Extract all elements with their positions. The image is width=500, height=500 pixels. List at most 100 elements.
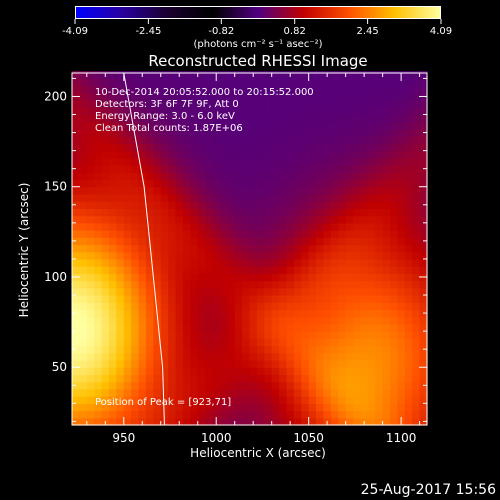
- heatmap-cell: [330, 280, 339, 289]
- heatmap-cell: [108, 374, 117, 383]
- heatmap-cell: [190, 273, 199, 282]
- heatmap-cell: [219, 71, 228, 80]
- heatmap-cell: [138, 128, 147, 137]
- heatmap-cell: [94, 172, 103, 181]
- heatmap-cell: [330, 114, 339, 123]
- heatmap-cell: [182, 410, 191, 419]
- heatmap-cell: [212, 215, 221, 224]
- heatmap-cell: [131, 309, 140, 318]
- heatmap-cell: [338, 85, 347, 94]
- heatmap-cell: [131, 157, 140, 166]
- heatmap-cell: [330, 186, 339, 195]
- heatmap-cell: [338, 367, 347, 376]
- heatmap-cell: [316, 287, 325, 296]
- heatmap-cell: [301, 273, 310, 282]
- heatmap-cell: [249, 165, 258, 173]
- heatmap-cell: [286, 78, 295, 87]
- heatmap-cell: [123, 352, 132, 361]
- heatmap-cell: [108, 172, 117, 181]
- plot-frame: [71, 72, 428, 426]
- heatmap-cell: [131, 208, 140, 217]
- heatmap-cell: [256, 251, 265, 260]
- heatmap-cell: [264, 114, 273, 123]
- heatmap-cell: [145, 128, 154, 137]
- colorbar-tick-label: -0.82: [208, 26, 235, 37]
- heatmap-cell: [242, 193, 251, 202]
- heatmap-cell: [330, 251, 339, 260]
- heatmap-cell: [293, 316, 302, 325]
- heatmap-cell: [271, 193, 280, 202]
- heatmap-cell: [286, 345, 295, 354]
- heatmap-cell: [182, 100, 191, 108]
- heatmap-cell: [390, 266, 399, 274]
- heatmap-cell: [345, 215, 354, 224]
- heatmap-cell: [168, 100, 177, 108]
- heatmap-cell: [205, 273, 214, 282]
- heatmap-cell: [227, 360, 236, 368]
- heatmap-cell: [375, 403, 384, 412]
- heatmap-cell: [94, 244, 103, 253]
- heatmap-cell: [367, 258, 376, 267]
- heatmap-cell: [397, 345, 406, 354]
- heatmap-cell: [131, 266, 140, 274]
- heatmap-cell: [249, 186, 258, 195]
- heatmap-cell: [234, 316, 243, 325]
- heatmap-cell: [279, 403, 288, 412]
- heatmap-cell: [190, 143, 199, 152]
- heatmap-cell: [190, 107, 199, 116]
- heatmap-cell: [212, 360, 221, 368]
- heatmap-cell: [138, 179, 147, 188]
- heatmap-cell: [79, 71, 88, 80]
- heatmap-cell: [301, 222, 310, 231]
- heatmap-cell: [138, 107, 147, 116]
- heatmap-cell: [382, 85, 391, 94]
- heatmap-cell: [367, 338, 376, 347]
- heatmap-cell: [94, 360, 103, 368]
- heatmap-cell: [94, 410, 103, 419]
- heatmap-cell: [123, 222, 132, 231]
- heatmap-cell: [404, 352, 413, 361]
- heatmap-cell: [72, 287, 80, 296]
- heatmap-cell: [412, 107, 421, 116]
- heatmap-cell: [323, 338, 332, 347]
- heatmap-cell: [197, 172, 206, 181]
- heatmap-cell: [79, 287, 88, 296]
- heatmap-cell: [360, 316, 369, 325]
- heatmap-cell: [190, 71, 199, 80]
- heatmap-cell: [212, 345, 221, 354]
- heatmap-cell: [286, 374, 295, 383]
- heatmap-cell: [382, 71, 391, 80]
- heatmap-cell: [360, 280, 369, 289]
- heatmap-cell: [79, 403, 88, 412]
- heatmap-cell: [197, 128, 206, 137]
- heatmap-cell: [264, 417, 273, 426]
- heatmap-cell: [390, 352, 399, 361]
- heatmap-cell: [116, 136, 125, 144]
- heatmap-cell: [390, 410, 399, 419]
- heatmap-cell: [316, 302, 325, 311]
- heatmap-cell: [168, 388, 177, 397]
- heatmap-cell: [308, 338, 317, 347]
- heatmap-cell: [367, 403, 376, 412]
- heatmap-cell: [212, 302, 221, 311]
- heatmap-cell: [353, 85, 362, 94]
- heatmap-cell: [234, 388, 243, 397]
- heatmap-cell: [131, 179, 140, 188]
- heatmap-cell: [316, 388, 325, 397]
- heatmap-cell: [271, 237, 280, 246]
- heatmap-cell: [227, 323, 236, 332]
- heatmap-cell: [72, 367, 80, 376]
- heatmap-cell: [86, 121, 95, 130]
- heatmap-cell: [249, 157, 258, 166]
- heatmap-cell: [316, 186, 325, 195]
- heatmap-cell: [397, 403, 406, 412]
- heatmap-cell: [353, 136, 362, 144]
- heatmap-cell: [271, 172, 280, 181]
- heatmap-cell: [108, 309, 117, 318]
- heatmap-cell: [86, 352, 95, 361]
- heatmap-cell: [323, 157, 332, 166]
- heatmap-cell: [190, 244, 199, 253]
- heatmap-cell: [79, 309, 88, 318]
- heatmap-cell: [168, 143, 177, 152]
